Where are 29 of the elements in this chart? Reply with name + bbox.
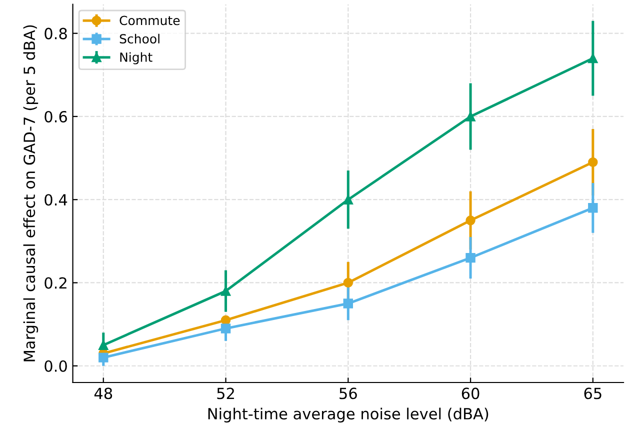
point — [466, 216, 476, 226]
x-tick-label: 56 — [340, 388, 357, 400]
legend-label: Commute — [120, 16, 180, 26]
point — [220, 286, 231, 296]
y-tick-label: 0.2 — [44, 277, 66, 289]
point — [588, 157, 598, 168]
point — [343, 298, 354, 308]
y-tick-label: 0.4 — [44, 194, 68, 206]
point — [343, 194, 354, 204]
y-tick-label: 0.6 — [44, 110, 67, 122]
x-axis-title: Night-time average noise level (dBA) — [208, 408, 488, 422]
point — [220, 315, 231, 326]
x-tick-label: 60 — [462, 388, 480, 400]
point — [588, 203, 598, 213]
legend-label: School — [120, 34, 160, 44]
point — [588, 53, 598, 64]
legend-label: Night — [120, 52, 152, 64]
point — [466, 252, 476, 263]
point — [98, 340, 108, 350]
x-tick-label: 65 — [584, 388, 602, 400]
x-tick-label: 48 — [94, 388, 112, 400]
y-axis-title: Marginal causal effect on GAD-7 (per 5 dBA) — [23, 25, 38, 362]
point — [220, 324, 231, 334]
point — [98, 352, 108, 362]
point — [343, 278, 354, 288]
point — [466, 112, 476, 122]
x-tick-label: 52 — [217, 388, 234, 400]
y-tick-label: 0.8 — [44, 28, 67, 40]
y-tick-label: 0.0 — [44, 360, 67, 372]
